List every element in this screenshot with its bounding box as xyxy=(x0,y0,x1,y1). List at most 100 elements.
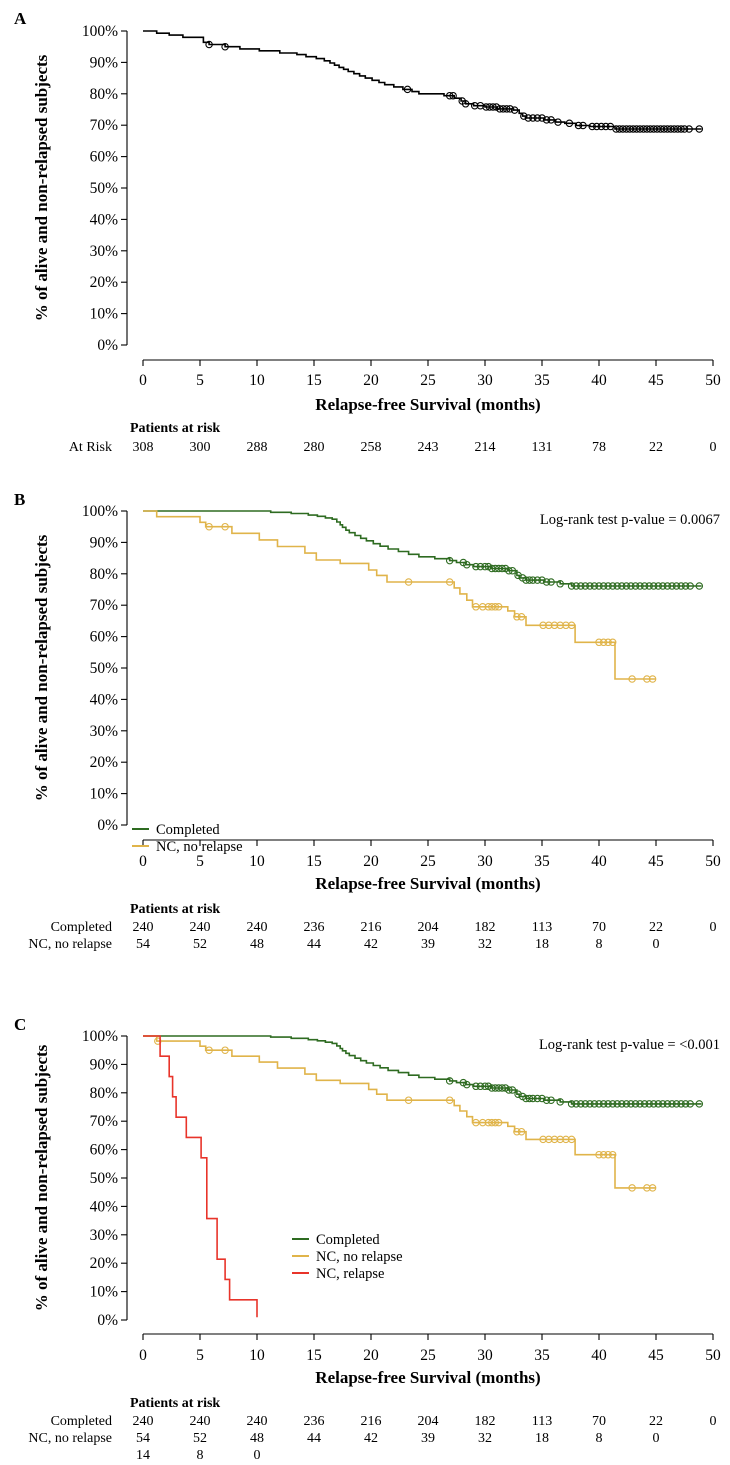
risk-value: 258 xyxy=(361,440,382,455)
x-axis-title: Relapse-free Survival (months) xyxy=(315,874,540,893)
risk-value: 22 xyxy=(649,920,663,935)
censor-mark xyxy=(677,1100,685,1108)
censor-mark xyxy=(659,582,667,590)
censor-mark xyxy=(631,582,640,590)
censor-mark xyxy=(445,1096,454,1104)
x-tick-label: 25 xyxy=(420,1347,436,1364)
censor-mark xyxy=(586,582,594,590)
risk-value: 18 xyxy=(535,1431,549,1446)
risk-row-label: At Risk xyxy=(69,440,112,455)
x-tick-label: 50 xyxy=(705,853,721,870)
censor-mark xyxy=(628,675,636,683)
censor-mark xyxy=(668,1100,676,1108)
censor-mark xyxy=(525,1094,534,1103)
censor-mark xyxy=(602,122,610,131)
censor-mark xyxy=(608,638,617,647)
y-tick-label: 70% xyxy=(90,1113,119,1130)
y-tick-label: 30% xyxy=(90,1227,119,1244)
survival-curve-nc_relapse xyxy=(143,1035,258,1318)
censor-mark xyxy=(685,125,693,133)
censor-mark xyxy=(628,1184,636,1192)
censor-mark xyxy=(529,1094,537,1103)
x-axis-title: Relapse-free Survival (months) xyxy=(315,1368,540,1387)
risk-value: 131 xyxy=(532,440,553,455)
censor-mark xyxy=(590,582,599,590)
censor-mark xyxy=(529,114,537,122)
risk-value: 216 xyxy=(361,1414,382,1429)
x-tick-label: 25 xyxy=(420,853,436,870)
censor-mark xyxy=(695,582,704,590)
risk-value: 236 xyxy=(304,920,325,935)
risk-value: 52 xyxy=(193,1431,207,1446)
risk-value: 300 xyxy=(190,440,211,455)
series-overall xyxy=(143,30,704,133)
y-tick-label: 30% xyxy=(90,723,119,740)
x-tick-label: 20 xyxy=(363,853,379,870)
x-tick-label: 30 xyxy=(477,1347,493,1364)
censor-mark xyxy=(572,1100,580,1108)
censor-mark xyxy=(654,1100,663,1108)
censor-mark xyxy=(654,582,663,590)
censor-mark xyxy=(599,638,608,647)
censor-mark xyxy=(608,582,617,590)
censor-mark xyxy=(588,122,596,131)
risk-value: 0 xyxy=(653,937,660,952)
censor-mark xyxy=(668,582,676,590)
censor-mark xyxy=(599,1100,608,1108)
censor-mark xyxy=(517,613,526,621)
censor-mark xyxy=(597,122,606,131)
censor-mark xyxy=(613,1100,621,1108)
risk-value: 32 xyxy=(478,937,492,952)
censor-mark xyxy=(524,114,533,122)
risk-value: 0 xyxy=(653,1431,660,1446)
risk-value: 308 xyxy=(133,440,154,455)
censor-mark xyxy=(445,556,454,565)
x-tick-label: 50 xyxy=(705,1347,721,1364)
y-tick-label: 100% xyxy=(82,23,118,40)
y-tick-label: 60% xyxy=(90,149,119,166)
survival-curve-nc_no_relapse xyxy=(143,510,656,680)
censor-mark xyxy=(547,1096,555,1104)
censor-mark xyxy=(567,582,576,590)
y-tick-label: 80% xyxy=(90,566,119,583)
censor-mark xyxy=(539,1135,547,1144)
x-tick-label: 35 xyxy=(534,1347,550,1364)
y-tick-label: 80% xyxy=(90,86,119,103)
censor-mark xyxy=(659,1100,667,1108)
y-tick-label: 40% xyxy=(90,1198,119,1215)
censor-mark xyxy=(672,1100,681,1108)
risk-value: 240 xyxy=(247,920,268,935)
y-tick-label: 60% xyxy=(90,1142,119,1159)
censor-mark xyxy=(643,1184,651,1192)
risk-value: 113 xyxy=(532,1414,552,1429)
risk-value: 48 xyxy=(250,937,264,952)
censor-mark xyxy=(618,582,626,590)
censor-mark xyxy=(510,106,519,114)
risk-table: Patients at risk Completed 240 240 240 236 216… xyxy=(28,902,716,952)
censor-mark xyxy=(525,576,534,584)
censor-mark xyxy=(542,1096,551,1104)
risk-value: 182 xyxy=(475,920,496,935)
risk-value: 8 xyxy=(596,937,603,952)
censor-mark xyxy=(622,1100,631,1108)
censor-mark xyxy=(513,613,521,621)
y-tick-label: 90% xyxy=(90,54,119,71)
x-tick-label: 40 xyxy=(591,372,607,389)
censor-mark xyxy=(476,1082,485,1091)
censor-mark xyxy=(577,582,585,590)
risk-value: 78 xyxy=(592,440,606,455)
risk-value: 48 xyxy=(250,1431,264,1446)
risk-value: 8 xyxy=(596,1431,603,1446)
censor-mark xyxy=(221,1046,229,1054)
censor-mark xyxy=(478,1118,487,1127)
censor-mark xyxy=(449,91,457,100)
y-tick-label: 100% xyxy=(82,503,118,520)
censor-mark xyxy=(649,1100,658,1108)
y-tick-label: 20% xyxy=(90,1255,119,1272)
censor-mark xyxy=(461,100,470,108)
risk-value: 0 xyxy=(710,920,717,935)
risk-value: 39 xyxy=(421,1431,435,1446)
risk-value: 42 xyxy=(364,937,378,952)
censor-mark xyxy=(404,1096,413,1104)
